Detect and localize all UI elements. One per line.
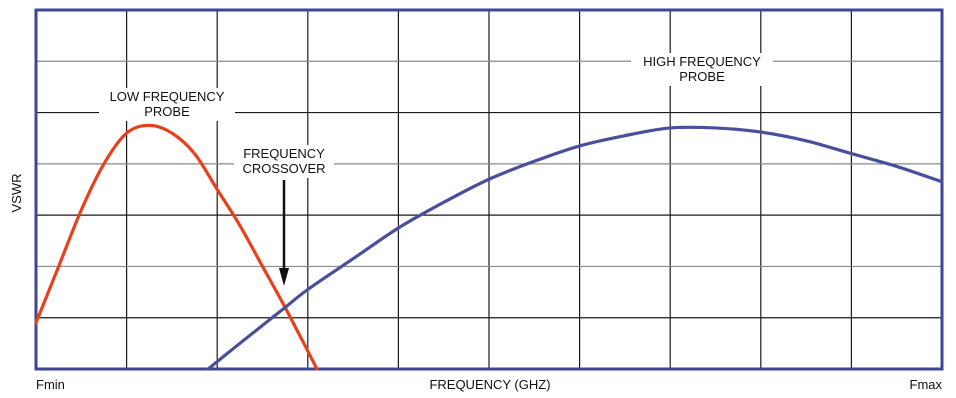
annotation-background: [631, 53, 773, 86]
low-frequency-probe-curve: [34, 123, 319, 371]
x-axis-label: FREQUENCY (GHZ): [429, 377, 550, 392]
crossover-arrow-head: [279, 268, 289, 286]
high-frequency-probe-curve: [206, 125, 944, 371]
x-tick-label-fmax: Fmax: [910, 377, 943, 392]
annotation-low-line-2: PROBE: [144, 104, 190, 119]
y-axis-label: VSWR: [9, 174, 24, 213]
x-tick-label-fmin: Fmin: [36, 377, 65, 392]
grid: [36, 10, 942, 369]
plot-frame: [34, 8, 944, 371]
annotation-high-line-1: HIGH FREQUENCY: [643, 54, 761, 69]
annotation-background: [234, 145, 334, 178]
series-layer: [34, 123, 944, 371]
annotation-high-line-2: PROBE: [679, 69, 725, 84]
annotation-crossover-line-1: FREQUENCY: [243, 146, 325, 161]
annotation-background: [99, 88, 235, 121]
annotation-crossover-line-2: CROSSOVER: [242, 161, 325, 176]
annotation-low-line-1: LOW FREQUENCY: [110, 89, 225, 104]
